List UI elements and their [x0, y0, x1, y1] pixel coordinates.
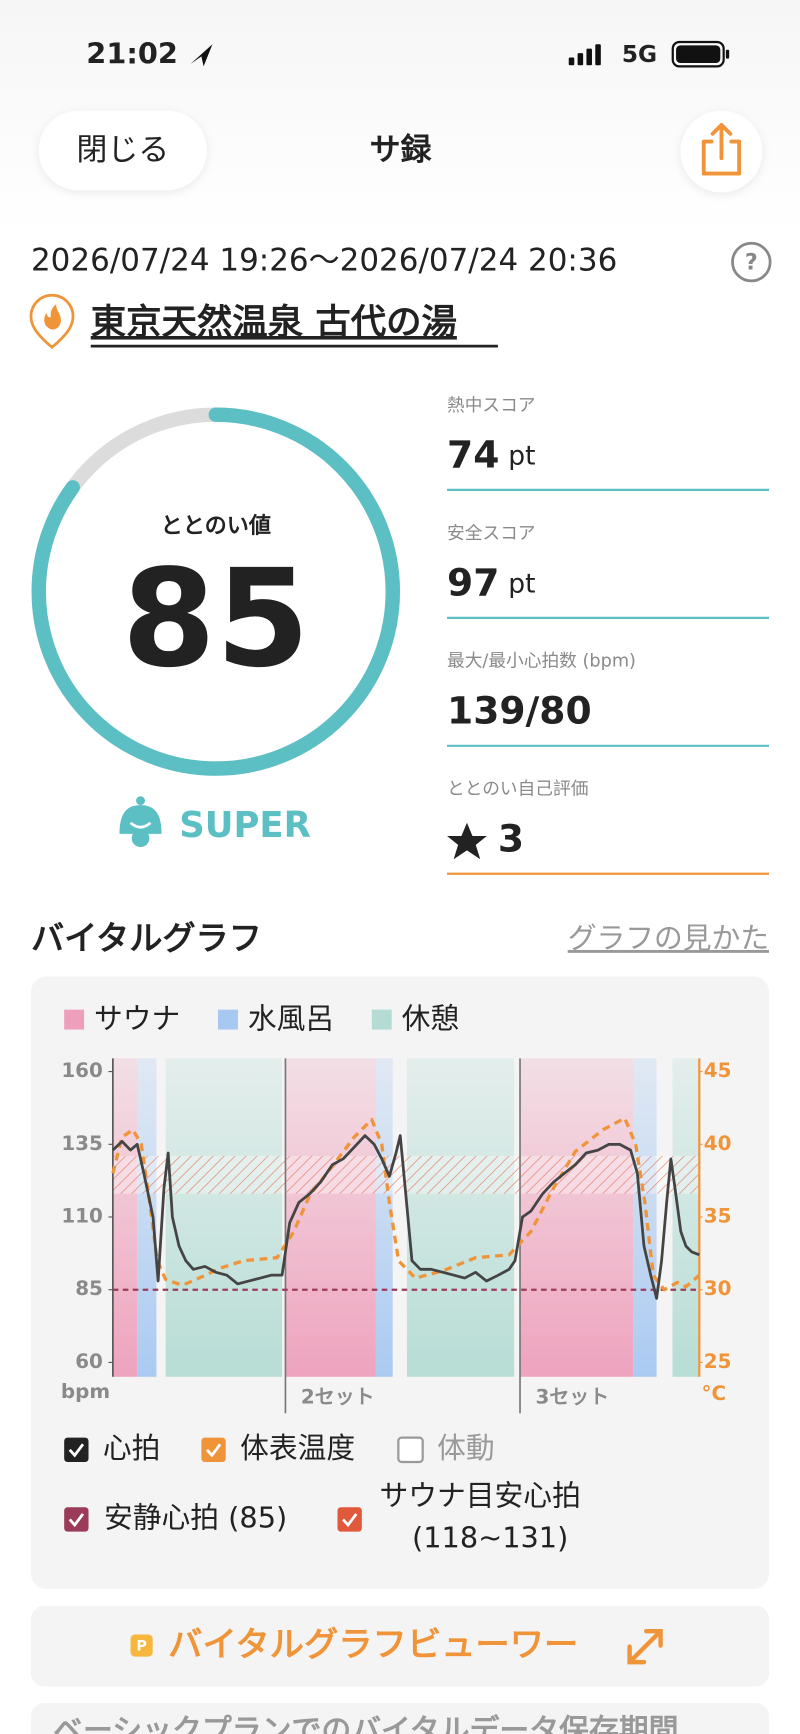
checkbox [64, 1507, 89, 1532]
stat-value-number: 3 [498, 816, 524, 860]
y2-tick-label: 35 [704, 1205, 732, 1228]
expand-icon [627, 1628, 663, 1665]
rank-icon [119, 796, 162, 848]
phase-band [520, 1058, 634, 1377]
help-link[interactable]: グラフの見かた [568, 921, 769, 955]
stat-value: 139/80 [447, 688, 592, 732]
y-tick-label: 135 [61, 1132, 103, 1155]
close-label[interactable]: 閉じる [76, 132, 169, 168]
y-tick-label: 110 [61, 1205, 103, 1228]
close-button[interactable] [38, 110, 207, 191]
stat-label: ととのい自己評価 [447, 779, 588, 800]
legend-label: 体動 [437, 1431, 495, 1465]
premium-badge-label: P [136, 1639, 147, 1655]
phase-band [137, 1058, 157, 1377]
checkbox [397, 1436, 424, 1464]
facility-icon [29, 293, 75, 350]
signal-icon [568, 44, 601, 66]
y-tick-label: 160 [61, 1059, 103, 1082]
phase-band [112, 1058, 138, 1377]
checkmark [341, 1513, 358, 1528]
phase-legend-label: 水風呂 [248, 1002, 334, 1036]
session-period: 2026/07/24 19:26～2026/07/24 20:36 [31, 243, 617, 279]
set-label: 2セット [301, 1385, 375, 1408]
y-tick-label: 60 [75, 1350, 103, 1373]
legend-label: 心拍 [103, 1431, 161, 1465]
checkmark [68, 1513, 85, 1528]
viewer-label[interactable]: バイタルグラフビューワー [168, 1625, 578, 1665]
page-title: サ録 [370, 132, 433, 168]
viewer-button[interactable] [30, 1605, 770, 1687]
phase-band [633, 1058, 657, 1377]
checkbox [201, 1437, 226, 1462]
stat-value-number: 74 [447, 432, 499, 476]
phase-legend-label: 休憩 [402, 1002, 460, 1036]
phase-legend-swatch [217, 1009, 238, 1030]
stat-value: 3 [498, 816, 524, 860]
location-icon [190, 44, 213, 67]
section-title: バイタルグラフ [31, 918, 262, 957]
help-mark[interactable]: ? [745, 250, 758, 276]
temperature-line [111, 1116, 701, 1292]
checkmark [68, 1443, 85, 1458]
share-icon [701, 123, 742, 176]
phase-band [406, 1058, 515, 1377]
score-label: ととのい値 [161, 513, 271, 539]
notice-card [30, 1703, 770, 1734]
y2-tick-label: 30 [704, 1277, 732, 1300]
notice-text: ベーシックプランでのバイタルデータ保存期間 [53, 1713, 678, 1734]
phase-legend-swatch [64, 1009, 85, 1030]
phase-legend-label: サウナ [94, 1002, 180, 1036]
y2-tick-label: 45 [704, 1059, 732, 1082]
y2-unit: °C [702, 1382, 727, 1405]
legend-label: 体表温度 [240, 1431, 355, 1465]
legend-label: 安静心拍 (85) [104, 1500, 287, 1534]
status-time: 21:02 [86, 36, 178, 70]
y-unit: bpm [61, 1380, 110, 1403]
checkmark [205, 1443, 222, 1458]
phase-band [165, 1058, 283, 1377]
stat-value: 97 pt [447, 560, 535, 604]
stat-label: 安全スコア [447, 523, 535, 544]
y2-tick-label: 40 [704, 1132, 732, 1155]
stat-label: 熱中スコア [447, 395, 535, 416]
phase-band [285, 1058, 376, 1377]
stat-unit: pt [508, 568, 535, 599]
star-icon [447, 822, 487, 860]
set-label: 3セット [536, 1385, 610, 1408]
score-rank: SUPER [179, 805, 311, 846]
score-ring [31, 407, 400, 776]
stat-value: 74 pt [447, 432, 535, 476]
stat-label: 最大/最小心拍数 (bpm) [447, 651, 636, 672]
legend-label: サウナ目安心拍 [380, 1478, 581, 1512]
phase-band [375, 1058, 393, 1377]
stat-value-number: 139/80 [447, 688, 592, 732]
stats: 熱中スコア 74 pt 安全スコア 97 pt 最大/最小心拍数 (bpm) 139/80 とと… [447, 395, 770, 875]
phase-legend-swatch [371, 1009, 392, 1030]
y2-tick-label: 25 [704, 1350, 732, 1373]
score-value: 85 [122, 540, 310, 697]
ring-progress [31, 407, 400, 776]
stat-unit: pt [508, 440, 535, 471]
premium-badge [130, 1634, 153, 1657]
network-label: 5G [622, 41, 657, 68]
checkbox [337, 1507, 362, 1532]
stat-value-number: 97 [447, 560, 499, 604]
heart-rate-line [111, 1134, 700, 1300]
phase-band [672, 1058, 700, 1377]
legend-label: (118~131) [412, 1520, 568, 1554]
help-icon[interactable] [731, 241, 772, 283]
checkbox [64, 1437, 89, 1462]
vital-chart: サウナ 水風呂 休憩 60 85 110 135 160 25 30 35 40 45 bpm °C 2セット… [61, 1002, 732, 1555]
battery-icon [671, 40, 730, 68]
y-tick-label: 85 [75, 1277, 103, 1300]
facility-name[interactable]: 東京天然温泉 古代の湯 [91, 302, 457, 343]
